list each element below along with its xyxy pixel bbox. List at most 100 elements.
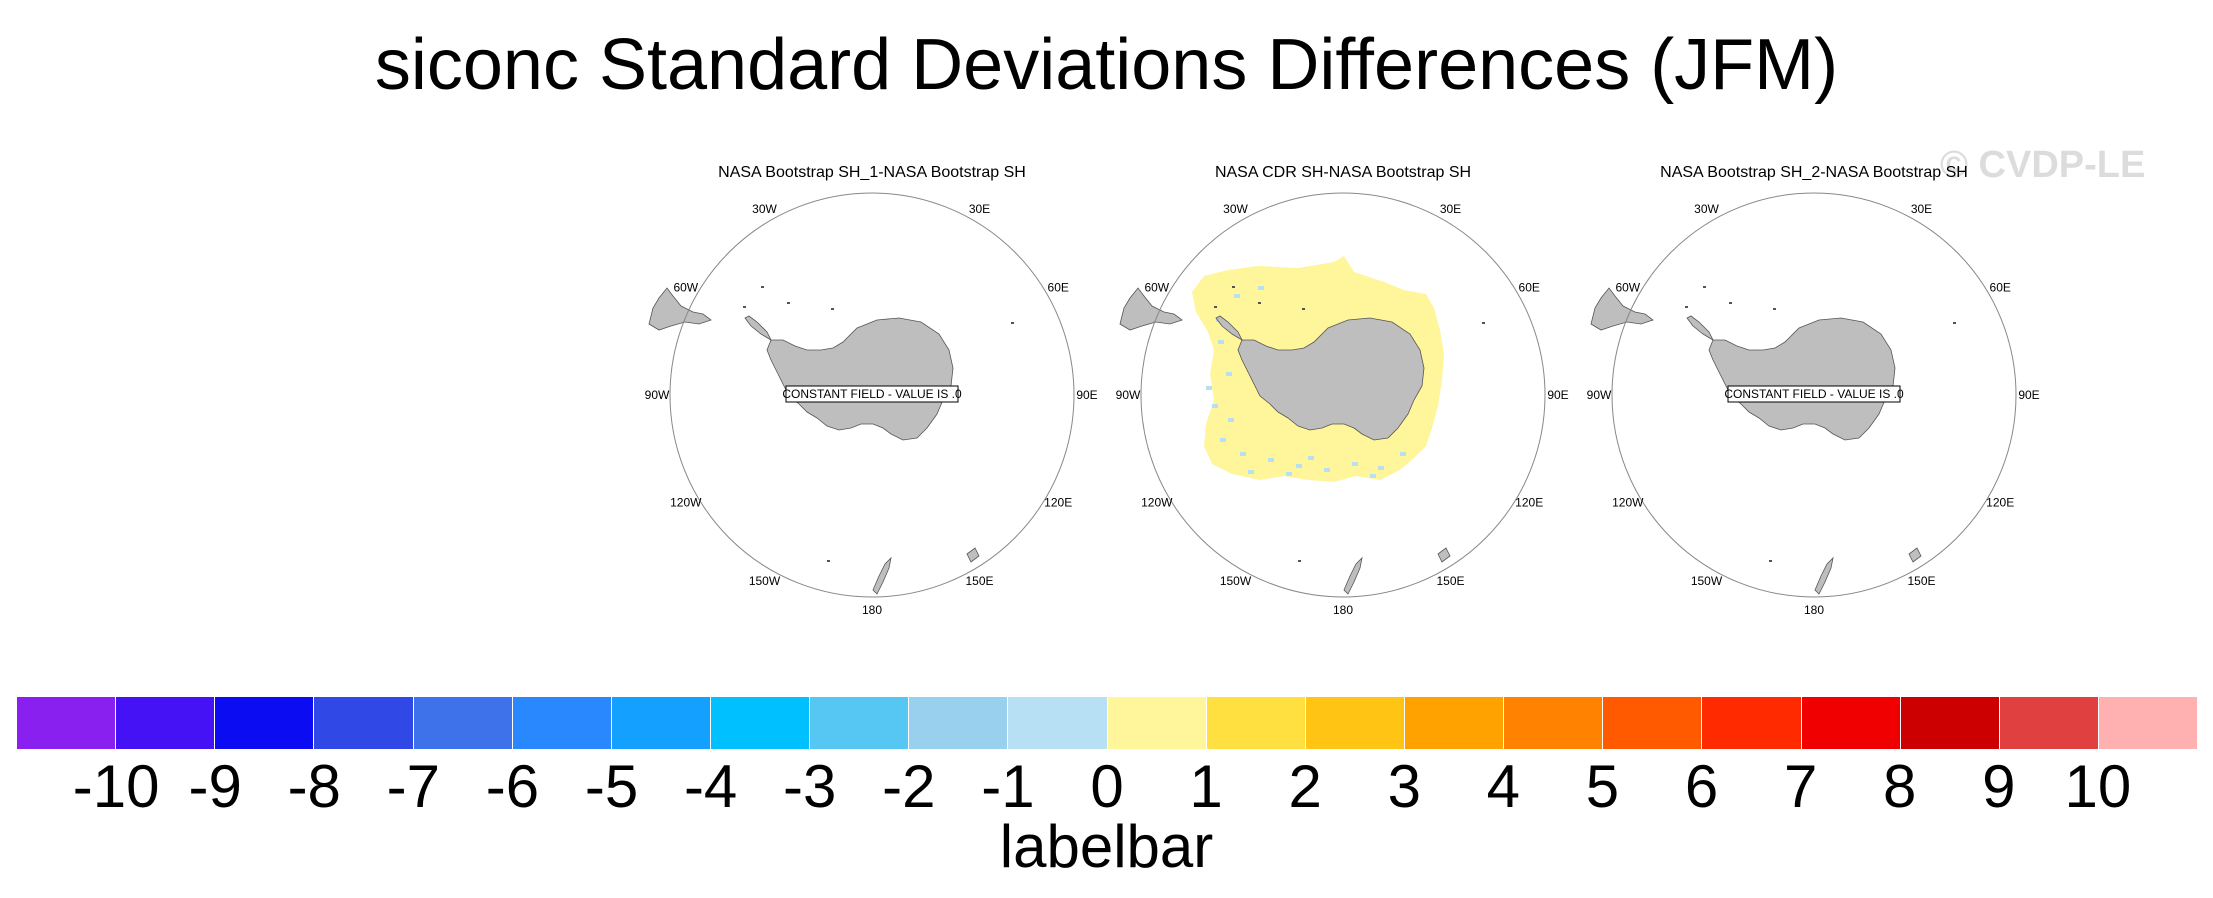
negative-difference-cell	[1212, 404, 1218, 408]
colorbar-title: labelbar	[999, 813, 1214, 880]
island	[1953, 322, 1956, 324]
colorbar-box	[710, 697, 811, 749]
longitude-label: 60W	[1615, 281, 1640, 295]
colorbar-tick-label: -2	[882, 753, 936, 820]
colorbar-tick-label: 7	[1783, 753, 1818, 820]
longitude-label: 30E	[969, 202, 990, 216]
negative-difference-cell	[1296, 464, 1302, 468]
negative-difference-cell	[1286, 472, 1292, 476]
south-america-land	[1590, 287, 1654, 331]
longitude-label: 180	[1804, 603, 1824, 617]
tasmania-land	[966, 547, 980, 563]
island	[743, 306, 746, 308]
longitude-label: 90W	[1116, 388, 1141, 402]
svg-text:CONSTANT FIELD - VALUE IS .0: CONSTANT FIELD - VALUE IS .0	[782, 387, 962, 401]
map-boundary-circle	[1611, 192, 2017, 598]
island	[1685, 306, 1688, 308]
colorbar-tick-label: 4	[1486, 753, 1521, 820]
colorbar-tick-label: -7	[386, 753, 441, 820]
island	[827, 560, 830, 562]
colorbar-box	[17, 697, 117, 749]
page-title: siconc Standard Deviations Differences (…	[374, 25, 1839, 105]
panel-title: NASA CDR SH-NASA Bootstrap SH	[1214, 164, 1472, 181]
negative-difference-cell	[1268, 458, 1274, 462]
colorbar-box	[1305, 697, 1405, 749]
new-zealand-land	[872, 556, 892, 595]
colorbar-tick-label: -9	[188, 753, 242, 820]
longitude-label: 120E	[1044, 496, 1072, 510]
longitude-label: 60E	[1519, 281, 1540, 295]
negative-difference-cell	[1308, 456, 1314, 460]
negative-difference-cell	[1352, 462, 1358, 466]
island	[1302, 308, 1305, 310]
island	[1011, 322, 1014, 324]
longitude-label: 60E	[1990, 281, 2011, 295]
tasmania-land	[1437, 547, 1451, 563]
longitude-label: 60W	[673, 281, 698, 295]
longitude-label: 180	[862, 603, 882, 617]
negative-difference-cell	[1324, 468, 1330, 472]
negative-difference-cell	[1400, 452, 1406, 456]
colorbar-tick-label: 8	[1883, 753, 1917, 820]
negative-difference-cell	[1220, 438, 1226, 442]
island	[1769, 560, 1772, 562]
colorbar-box	[1801, 697, 1901, 749]
longitude-label: 150E	[1907, 574, 1935, 588]
longitude-label: 30E	[1911, 202, 1932, 216]
polar-map: 030E60E90E120E150E180150W120W90W60W30WCO…	[645, 192, 1098, 617]
negative-difference-cell	[1378, 466, 1384, 470]
colorbar-tick-label: 3	[1387, 753, 1421, 820]
island	[831, 308, 834, 310]
colorbar-box	[909, 697, 1009, 749]
tasmania-land	[1908, 547, 1922, 563]
island	[1729, 302, 1732, 304]
map-panel-2: NASA CDR SH-NASA Bootstrap SH 030E60E90E…	[1108, 160, 1578, 640]
longitude-label: 30W	[752, 202, 777, 216]
longitude-label: 150W	[1220, 574, 1252, 588]
new-zealand-land	[1814, 556, 1834, 595]
map-boundary-circle	[1140, 192, 1546, 598]
longitude-label: 150W	[749, 574, 781, 588]
negative-difference-cell	[1226, 372, 1232, 376]
longitude-label: 150E	[965, 574, 993, 588]
island	[1773, 308, 1776, 310]
colorbar-box	[1008, 697, 1108, 749]
colorbar-tick-label: 9	[1982, 753, 2016, 820]
colorbar-box	[512, 697, 612, 749]
island	[761, 286, 764, 288]
colorbar-box	[2098, 697, 2198, 749]
longitude-label: 30E	[1440, 202, 1461, 216]
colorbar-box	[1107, 697, 1207, 749]
colorbar-tick-label: 1	[1189, 753, 1223, 820]
longitude-label: 180	[1333, 603, 1353, 617]
map-panel-3: NASA Bootstrap SH_2-NASA Bootstrap SH 03…	[1579, 160, 2049, 640]
colorbar-labels: -10 -9 -8 -7 -6 -5 -4 -3 -2 -1 0 1 2 3 4 5 6 7 8 9 10	[17, 752, 2197, 822]
longitude-label: 60E	[1048, 281, 1069, 295]
south-america-land	[1119, 287, 1183, 331]
colorbar-tick-label: -5	[584, 753, 639, 820]
colorbar-tick-label: 2	[1288, 753, 1322, 820]
island	[1258, 302, 1261, 304]
colorbar-tick-label: -10	[72, 753, 160, 820]
longitude-label: 90W	[645, 388, 670, 402]
longitude-label: 90E	[2018, 388, 2039, 402]
colorbar-tick-label: -3	[783, 753, 837, 820]
colorbar-box	[314, 697, 414, 749]
constant-field-label: CONSTANT FIELD - VALUE IS .0	[1724, 385, 1904, 403]
panel-title: NASA Bootstrap SH_2-NASA Bootstrap SH	[1660, 164, 1968, 181]
longitude-label: 90E	[1076, 388, 1097, 402]
antarctic-peninsula-land	[744, 315, 772, 342]
constant-field-label: CONSTANT FIELD - VALUE IS .0	[782, 385, 962, 403]
colorbar-tick-label: -4	[683, 753, 738, 820]
map-panel-1: NASA Bootstrap SH_1-NASA Bootstrap SH 03…	[637, 160, 1107, 640]
island	[1298, 560, 1301, 562]
negative-difference-cell	[1206, 386, 1212, 390]
antarctica-land	[1708, 317, 1896, 441]
south-america-land	[648, 287, 712, 331]
longitude-label: 120E	[1986, 496, 2014, 510]
colorbar-tick-label: 10	[2064, 753, 2132, 820]
longitude-label: 30W	[1223, 202, 1248, 216]
colorbar-box	[611, 697, 711, 749]
island	[1482, 322, 1485, 324]
negative-difference-cell	[1370, 474, 1376, 478]
